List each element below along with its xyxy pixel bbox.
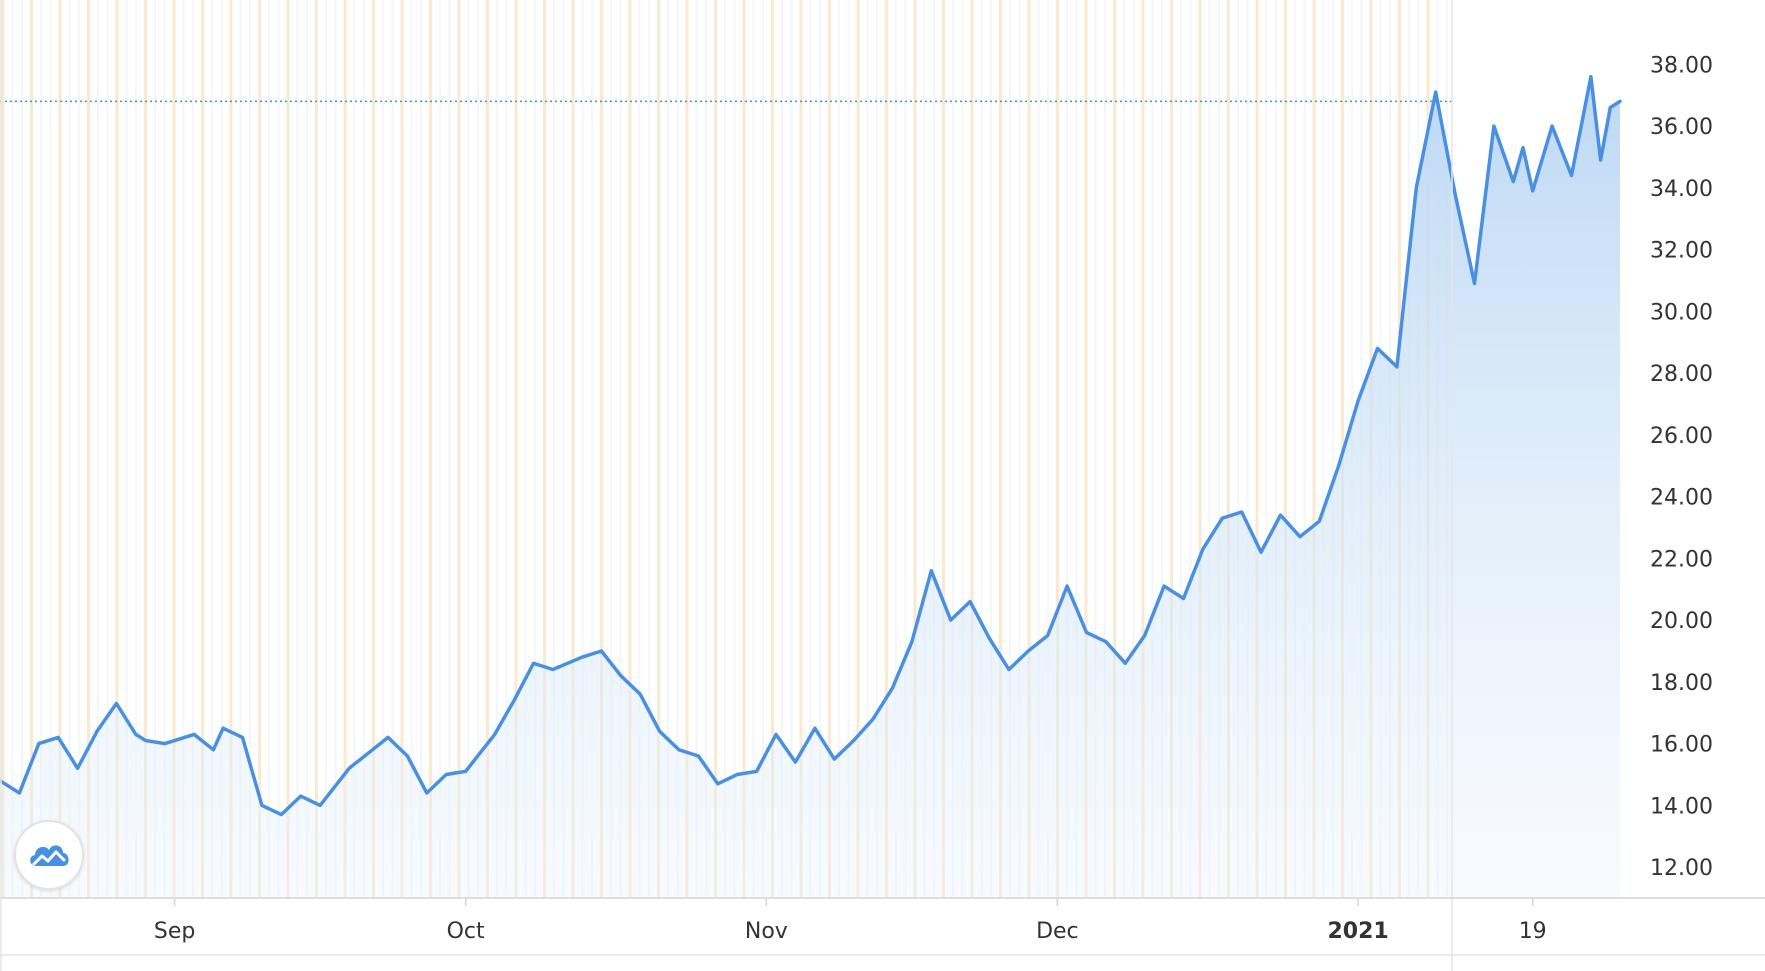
x-tick-label: 2021	[1327, 919, 1388, 944]
price-line-layer	[0, 74, 1622, 817]
x-tick-label: Dec	[1036, 919, 1079, 944]
y-tick-label: 32.00	[1650, 239, 1713, 264]
y-tick-label: 26.00	[1650, 424, 1713, 449]
y-tick-label: 24.00	[1650, 486, 1713, 511]
y-tick-label: 38.00	[1650, 53, 1713, 78]
area-fill-layer	[0, 76, 1620, 898]
x-axis-ticks: Sep Oct Nov Dec 2021 19	[154, 898, 1547, 944]
x-tick-label: 19	[1519, 919, 1547, 944]
y-tick-label: 14.00	[1650, 794, 1713, 819]
chart-logo-badge[interactable]	[14, 820, 84, 890]
y-tick-label: 20.00	[1650, 609, 1713, 634]
x-tick-label: Oct	[447, 919, 485, 944]
x-tick-label: Nov	[745, 919, 788, 944]
area-fill	[0, 76, 1620, 898]
y-tick-label: 16.00	[1650, 733, 1713, 758]
y-tick-label: 22.00	[1650, 547, 1713, 572]
y-tick-label: 34.00	[1650, 177, 1713, 202]
price-line	[0, 74, 1622, 817]
x-tick-label: Sep	[154, 919, 195, 944]
y-tick-label: 30.00	[1650, 300, 1713, 325]
y-tick-label: 36.00	[1650, 115, 1713, 140]
y-tick-label: 28.00	[1650, 362, 1713, 387]
y-tick-label: 12.00	[1650, 856, 1713, 881]
y-tick-label: 18.00	[1650, 671, 1713, 696]
cloud-chart-icon	[30, 845, 69, 866]
y-axis-ticks: 12.00 14.00 16.00 18.00 20.00 22.00 24.00 26.00…	[1650, 53, 1713, 881]
